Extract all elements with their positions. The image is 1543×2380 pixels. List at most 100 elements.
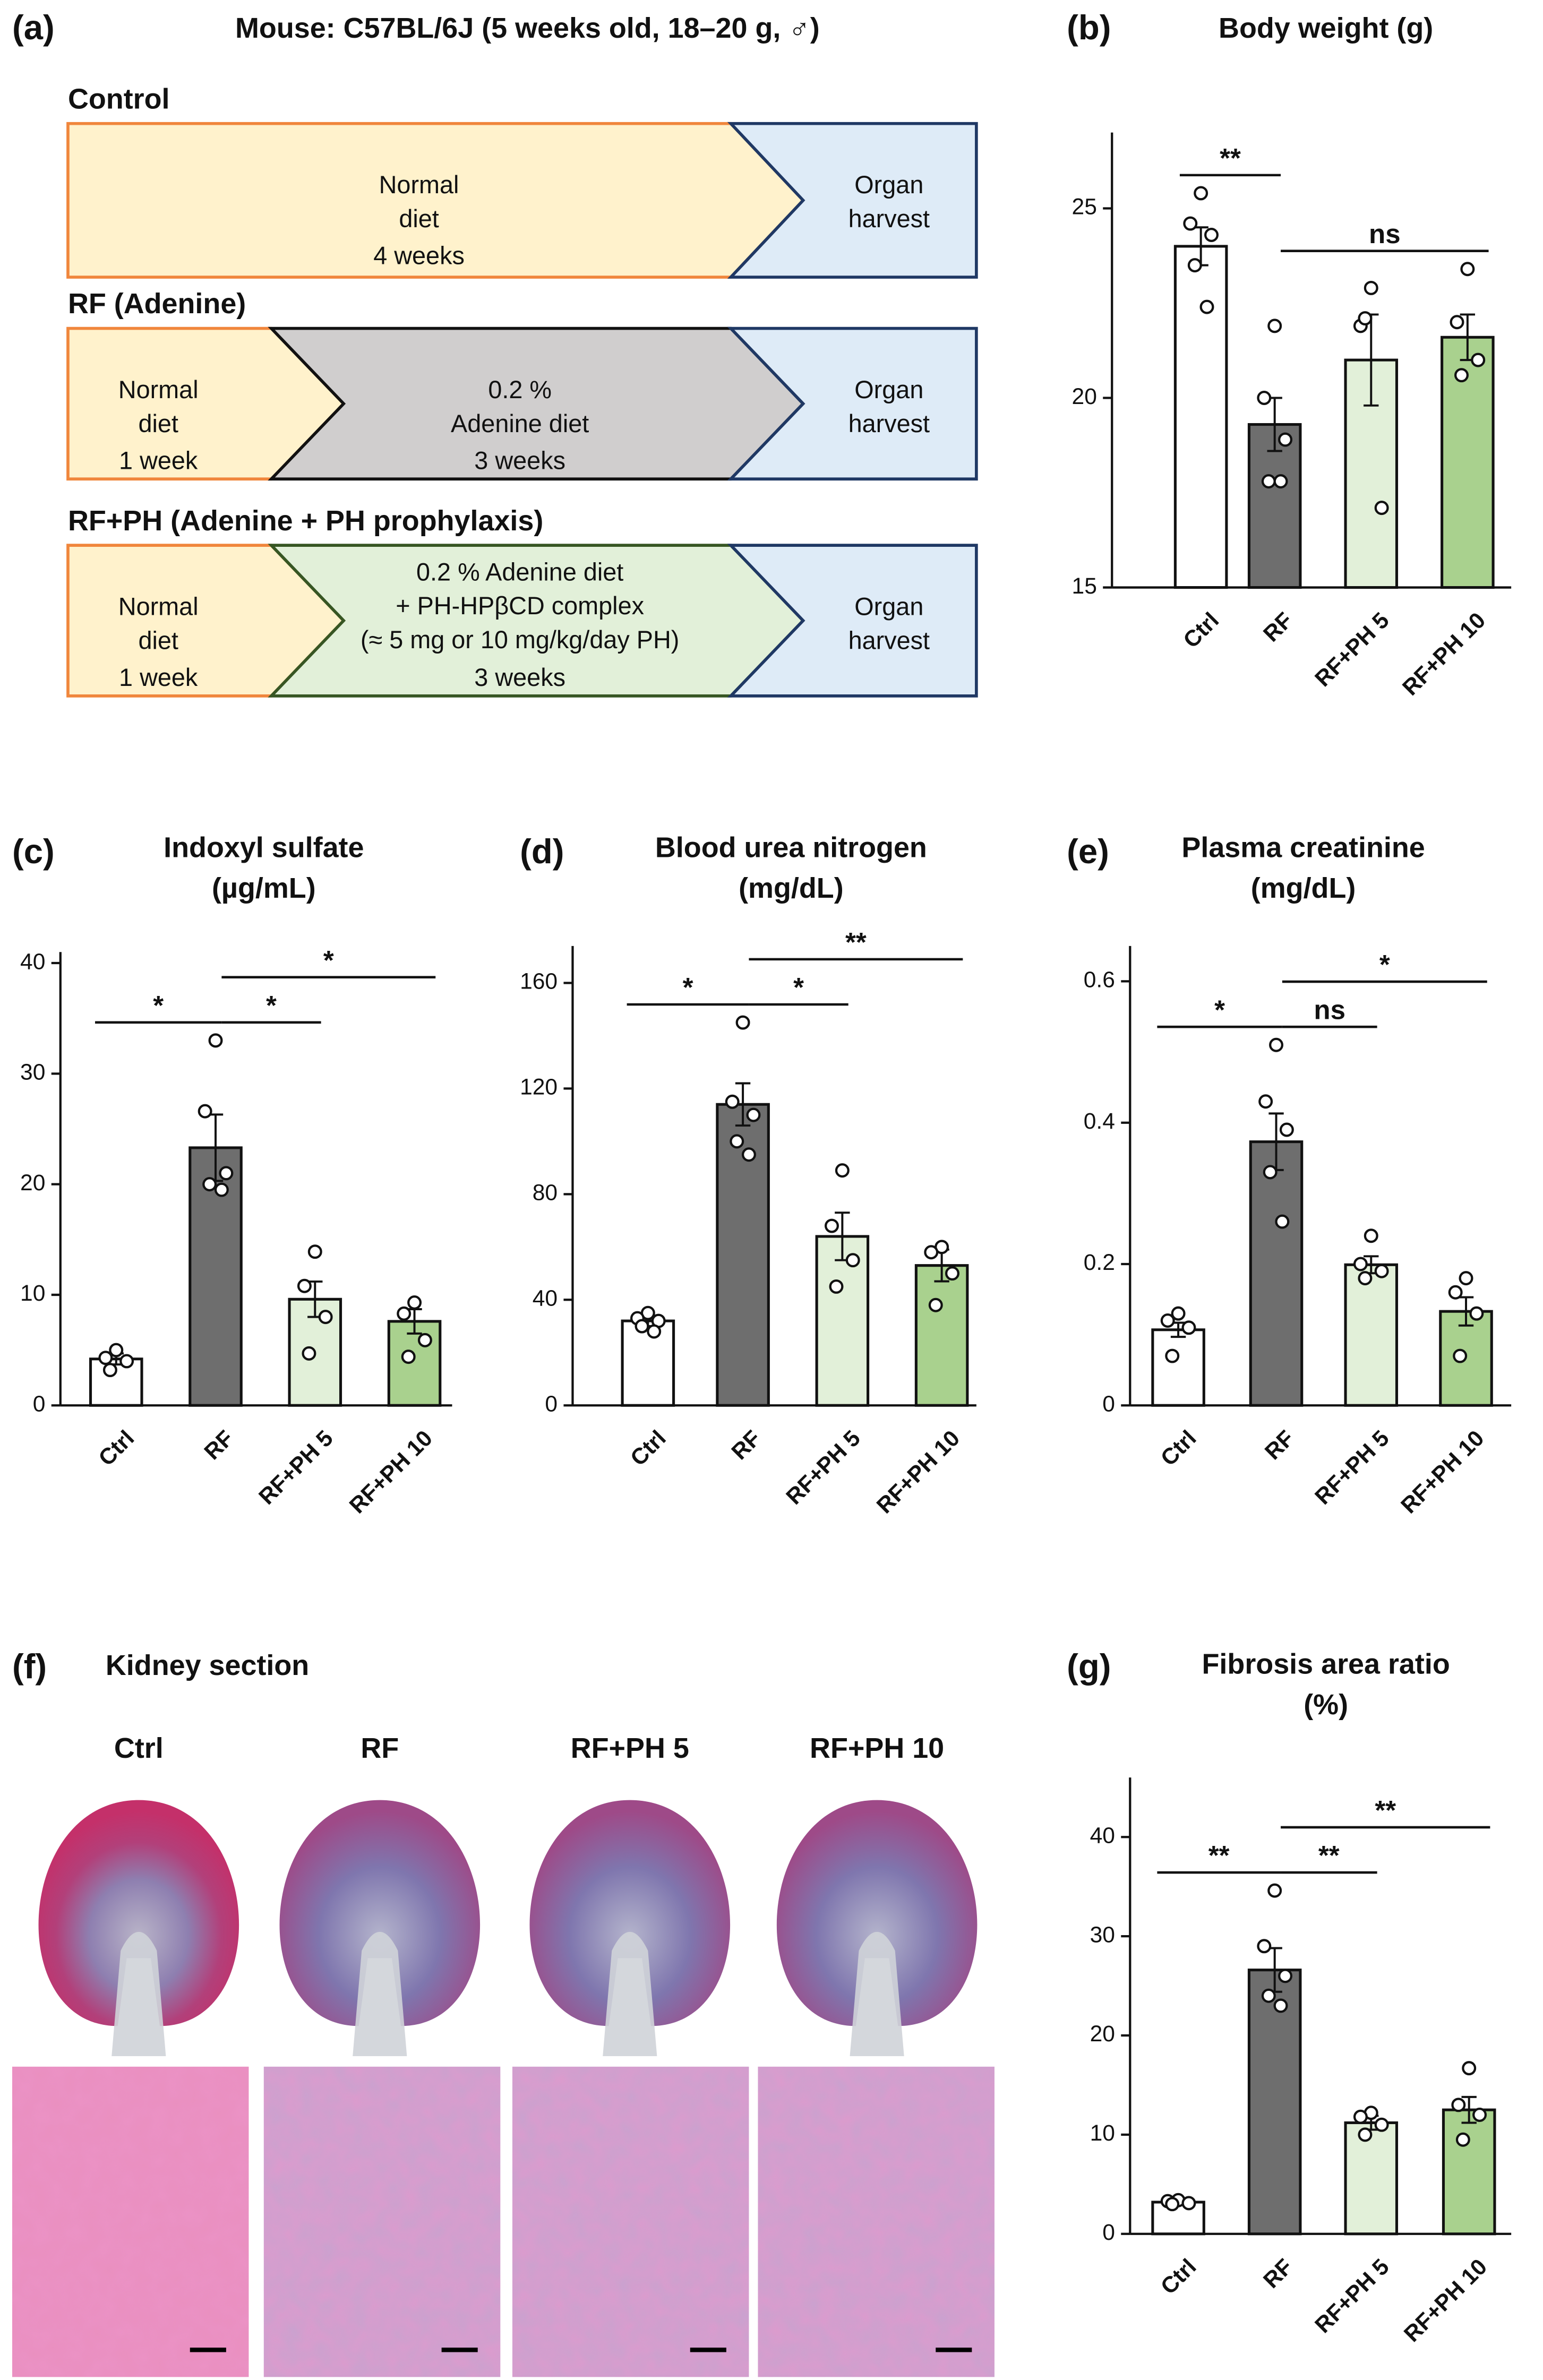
kidney-image [776, 1800, 978, 2026]
text: Fibrosis area ratio [1202, 1648, 1450, 1680]
text: 25 [1072, 194, 1097, 220]
kidney-pelvis [112, 1931, 166, 2056]
data-point [1462, 2061, 1477, 2076]
text: RF+PH 10 [1396, 1425, 1489, 1518]
data-point [1353, 1257, 1368, 1271]
text: 0 [33, 1391, 46, 1416]
text: 40 [533, 1286, 558, 1311]
data-point [1160, 1313, 1175, 1328]
data-point [635, 1319, 649, 1334]
data-point [1459, 1271, 1473, 1286]
text: ** [1318, 1840, 1340, 1870]
data-point [1258, 1094, 1273, 1109]
bar [914, 1264, 969, 1407]
text: * [793, 972, 804, 1002]
text: RF [1258, 2254, 1298, 2293]
data-point [1278, 432, 1293, 447]
text: Ctrl [625, 1425, 671, 1471]
text: Control [68, 83, 170, 115]
data-point [109, 1343, 124, 1357]
data-point [307, 1244, 322, 1259]
text: Organ [854, 593, 923, 621]
bar [1249, 1140, 1304, 1407]
text: (≈ 5 mg or 10 mg/kg/day PH) [361, 626, 679, 654]
data-point [397, 1306, 412, 1321]
data-point [1273, 1998, 1288, 2013]
text: RF [1258, 607, 1298, 647]
data-point [102, 1363, 117, 1378]
text: Organ [854, 376, 923, 403]
text: RF+PH 5 [1310, 2254, 1394, 2339]
text: Ctrl [93, 1425, 139, 1471]
text: * [323, 945, 334, 975]
histology-texture [758, 2066, 995, 2377]
data-point [735, 1015, 750, 1030]
data-point [1374, 2117, 1389, 2132]
text: 0.4 [1084, 1109, 1115, 1134]
text: Body weight (g) [1219, 12, 1433, 44]
data-point [1165, 2197, 1180, 2212]
text: (mg/dL) [1251, 872, 1356, 904]
text: diet [138, 410, 178, 437]
data-point [219, 1166, 234, 1181]
text: 10 [20, 1281, 45, 1306]
data-point [1460, 262, 1475, 277]
text: 1 week [119, 664, 198, 691]
data-point [1165, 1348, 1180, 1363]
text: harvest [848, 205, 930, 233]
data-point [1267, 319, 1282, 333]
text: Mouse: C57BL/6J (5 weeks old, 18–20 g, ♂… [235, 12, 820, 44]
histology-texture [263, 2066, 501, 2377]
data-point [1364, 280, 1378, 295]
text: Organ [854, 171, 923, 199]
bar [1442, 2108, 1496, 2236]
text: harvest [848, 410, 930, 437]
data-point [1472, 2108, 1487, 2122]
text: 15 [1072, 573, 1097, 599]
data-point [647, 1324, 662, 1339]
kidney-image [38, 1800, 239, 2026]
text: (%) [1304, 1689, 1348, 1721]
stage-arrow [727, 544, 978, 698]
data-point [318, 1310, 333, 1325]
text: RF+PH 5 [781, 1425, 865, 1510]
data-point [417, 1333, 432, 1347]
text: 0.2 % Adenine diet [416, 558, 623, 586]
data-point [1257, 391, 1272, 406]
text: RF+PH 10 [872, 1425, 965, 1518]
data-point [1358, 1271, 1373, 1286]
text: 80 [533, 1180, 558, 1206]
data-point [1448, 1285, 1463, 1300]
text: Adenine diet [451, 410, 589, 437]
kidney-image [529, 1800, 731, 2026]
panel-label: (d) [520, 832, 564, 871]
data-point [1455, 2132, 1470, 2147]
text: 3 weeks [474, 664, 565, 691]
text: RF+PH 5 [254, 1425, 338, 1510]
kidney-pelvis [850, 1931, 904, 2056]
text: 40 [20, 949, 45, 974]
data-point [1199, 299, 1214, 314]
text: Normal [118, 593, 199, 621]
data-point [119, 1354, 134, 1369]
panel-label: (e) [1067, 832, 1109, 871]
text: ns [1369, 219, 1401, 249]
data-point [741, 1147, 756, 1162]
text: 0.2 [1084, 1250, 1115, 1275]
data-point [1450, 315, 1464, 330]
data-point [928, 1298, 943, 1312]
bar [1344, 2121, 1399, 2236]
data-point [1469, 1306, 1484, 1321]
data-point [730, 1134, 744, 1149]
data-point [924, 1245, 939, 1260]
data-point [407, 1295, 422, 1310]
text: RF+PH 5 [571, 1732, 689, 1764]
text: harvest [848, 626, 930, 654]
data-point [1269, 1037, 1283, 1052]
text: Normal [379, 171, 459, 199]
text: 0 [545, 1391, 558, 1416]
data-point [98, 1351, 113, 1365]
data-point [1451, 2098, 1466, 2112]
data-point [829, 1279, 844, 1294]
